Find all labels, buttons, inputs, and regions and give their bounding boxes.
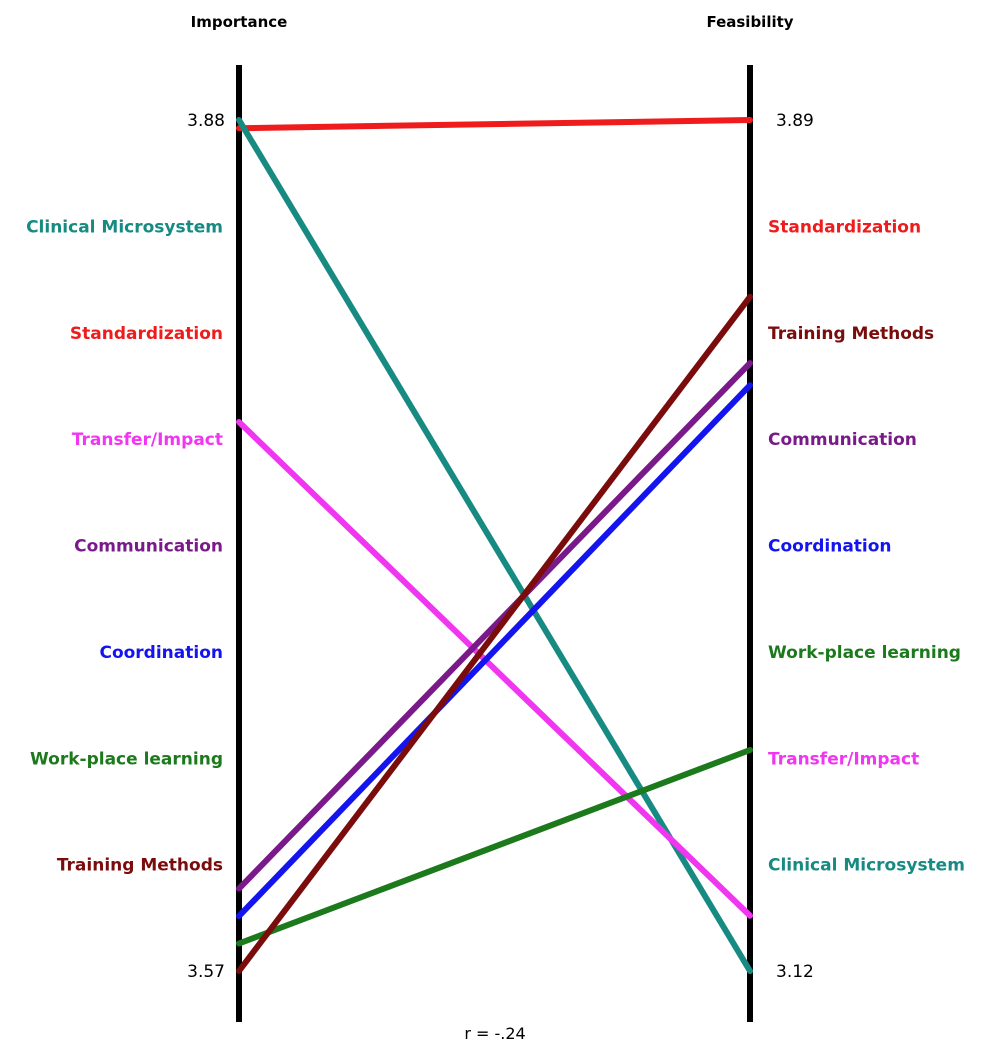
importance-axis-title: Importance: [191, 13, 288, 31]
series-line-communication: [236, 360, 753, 892]
importance-label-coordination: Coordination: [99, 643, 223, 663]
feasibility-axis-title: Feasibility: [706, 13, 793, 31]
importance-label-transfer-impact: Transfer/Impact: [72, 430, 223, 450]
importance-label-clinical-microsystem: Clinical Microsystem: [26, 217, 223, 237]
importance-label-standardization: Standardization: [70, 324, 223, 344]
series-line-clinical-microsystem: [236, 117, 753, 974]
importance-label-training-methods: Training Methods: [57, 856, 223, 876]
feasibility-max-tick: 3.89: [776, 111, 814, 131]
series-line-transfer-impact: [236, 419, 753, 919]
feasibility-label-coordination: Coordination: [768, 537, 892, 557]
importance-rank-labels: Clinical Microsystem Standardization Trans…: [26, 217, 223, 875]
correlation-annotation: r = -.24: [464, 1024, 525, 1043]
series-line-coordination: [236, 382, 753, 920]
feasibility-label-clinical-microsystem: Clinical Microsystem: [768, 856, 965, 876]
feasibility-label-communication: Communication: [768, 430, 917, 450]
feasibility-label-standardization: Standardization: [768, 217, 921, 237]
feasibility-label-transfer-impact: Transfer/Impact: [768, 749, 919, 769]
feasibility-label-training-methods: Training Methods: [768, 324, 934, 344]
importance-label-work-place-learning: Work-place learning: [30, 749, 223, 769]
series-line-standardization: [236, 117, 753, 132]
importance-min-tick: 3.57: [187, 962, 225, 982]
series-line-training-methods: [236, 293, 753, 974]
feasibility-label-work-place-learning: Work-place learning: [768, 643, 961, 663]
importance-label-communication: Communication: [74, 537, 223, 557]
feasibility-min-tick: 3.12: [776, 962, 814, 982]
series-lines: [236, 117, 753, 974]
feasibility-rank-labels: Standardization Training Methods Communica…: [768, 217, 965, 875]
series-line-work-place-learning: [236, 747, 753, 947]
importance-max-tick: 3.88: [187, 111, 225, 131]
